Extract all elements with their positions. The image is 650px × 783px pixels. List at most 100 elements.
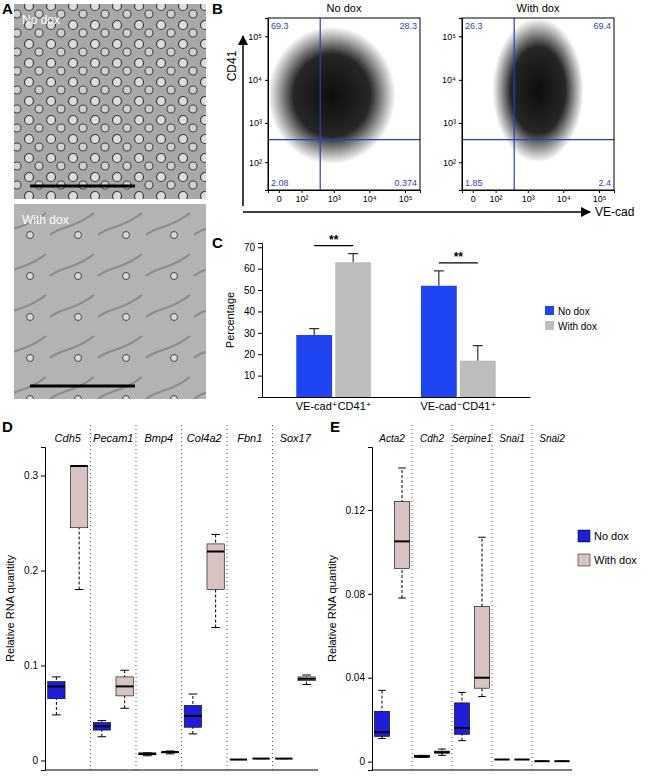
tick: VE-cad⁺CD41⁺	[296, 397, 372, 412]
axis-line	[459, 19, 463, 191]
median	[534, 760, 549, 762]
tick-mark	[258, 376, 262, 377]
tick: 50	[244, 285, 262, 296]
tick: 10⁴	[557, 190, 571, 204]
tick-label: Serpine1	[452, 433, 492, 444]
box	[414, 755, 429, 757]
tick-label: 70	[244, 242, 256, 253]
tick: 10³	[522, 190, 535, 204]
tick-mark	[265, 80, 268, 81]
tick-label: 10⁵	[442, 32, 456, 42]
tick-mark	[405, 190, 406, 193]
box	[554, 761, 569, 762]
whisker-cap	[398, 467, 406, 468]
axis-line	[46, 447, 319, 448]
y-axis: 00.040.080.12	[346, 448, 373, 771]
box	[394, 502, 409, 569]
annotation: **	[329, 233, 339, 247]
tick-mark	[258, 247, 262, 248]
flow-plot: 010²10³10⁴10⁵10²10³10⁴10⁵With dox26.369.…	[442, 2, 614, 204]
tick-label: Pecam1	[93, 432, 133, 444]
tick: 60	[244, 263, 262, 274]
axis-line	[265, 19, 269, 191]
data-label: 2.4	[598, 178, 611, 188]
tick: 0.04	[346, 672, 372, 683]
separator	[452, 425, 453, 770]
median	[474, 677, 489, 679]
tick-label: 10	[244, 370, 256, 381]
median	[161, 751, 178, 753]
flow-plot: 010²10³10⁴10⁵10²10³10⁴10⁵No dox69.328.32…	[248, 2, 420, 204]
tick-label: Snai1	[499, 433, 525, 444]
median	[454, 727, 469, 729]
tick: Acta2	[378, 433, 405, 447]
axis-title: Relative RNA quantity	[326, 555, 338, 662]
tick: Snai1	[499, 433, 525, 447]
tick-label: 0.3	[24, 470, 38, 481]
legend-swatch	[578, 554, 590, 566]
box	[374, 711, 389, 736]
whisker-cap	[120, 708, 129, 709]
whisker-cap	[98, 736, 107, 737]
plot-area	[462, 18, 614, 190]
tick: 10²	[296, 190, 309, 204]
plot-area	[374, 468, 569, 761]
tick-mark	[496, 190, 497, 193]
tick: 10⁴	[442, 75, 462, 85]
legend: No doxWith dox	[578, 530, 637, 566]
tick-mark	[41, 761, 45, 762]
data-label: 69.3	[271, 21, 289, 31]
x-axis: VE-cad⁺CD41⁺VE-cad⁻CD41⁺	[263, 397, 531, 412]
box	[230, 759, 247, 760]
tick: Sox17	[280, 432, 312, 447]
panel-label: C	[212, 234, 223, 251]
tick-label: Snai2	[539, 433, 565, 444]
x-axis: 010²10³10⁴10⁵	[463, 190, 615, 204]
tick-mark	[265, 162, 268, 163]
box	[514, 759, 529, 760]
whisker-cap	[166, 753, 175, 754]
median	[116, 685, 133, 687]
separator	[272, 425, 273, 770]
box	[161, 751, 178, 753]
tick-label: 0	[471, 194, 476, 204]
tick: 0	[471, 190, 476, 204]
gate-line	[462, 139, 614, 140]
tick-label: Bmp4	[144, 432, 173, 444]
y-axis: 10203040506070	[244, 242, 263, 398]
tick-mark	[368, 762, 372, 763]
separator	[90, 425, 91, 770]
tick: 10	[244, 370, 262, 381]
tick: 10³	[328, 190, 341, 204]
whisker-cap	[189, 694, 198, 695]
x-axis: Cdh5Pecam1Bmp4Col4a2Fbn1Sox17	[46, 432, 319, 448]
data-label: 0.374	[394, 178, 417, 188]
tick-mark	[334, 190, 335, 193]
box	[474, 606, 489, 688]
axis-line	[269, 191, 421, 194]
bar	[335, 262, 371, 397]
tick: 10⁵	[399, 190, 413, 204]
tick: Bmp4	[144, 432, 173, 447]
tick-label: 10³	[249, 118, 262, 128]
tick-label: 0.2	[24, 565, 38, 576]
whisker-cap	[478, 537, 486, 538]
box	[434, 751, 449, 753]
tick-mark	[459, 162, 462, 163]
tick-label: 10⁴	[248, 75, 262, 85]
axis-line	[263, 397, 531, 398]
tick-mark	[459, 36, 462, 37]
median	[252, 758, 269, 760]
tick-mark	[369, 190, 370, 193]
whisker-cap	[378, 690, 386, 691]
tick-mark	[258, 354, 262, 355]
scale-bar	[30, 385, 135, 388]
tick-label: 0.04	[346, 672, 366, 683]
gate-line	[268, 139, 420, 140]
tick: Col4a2	[187, 432, 222, 447]
tick: 40	[244, 306, 262, 317]
image-label: No dox	[22, 13, 60, 27]
tick: 0.3	[24, 470, 45, 481]
data-label: 1.85	[465, 178, 483, 188]
tick-label: 0	[359, 756, 365, 767]
